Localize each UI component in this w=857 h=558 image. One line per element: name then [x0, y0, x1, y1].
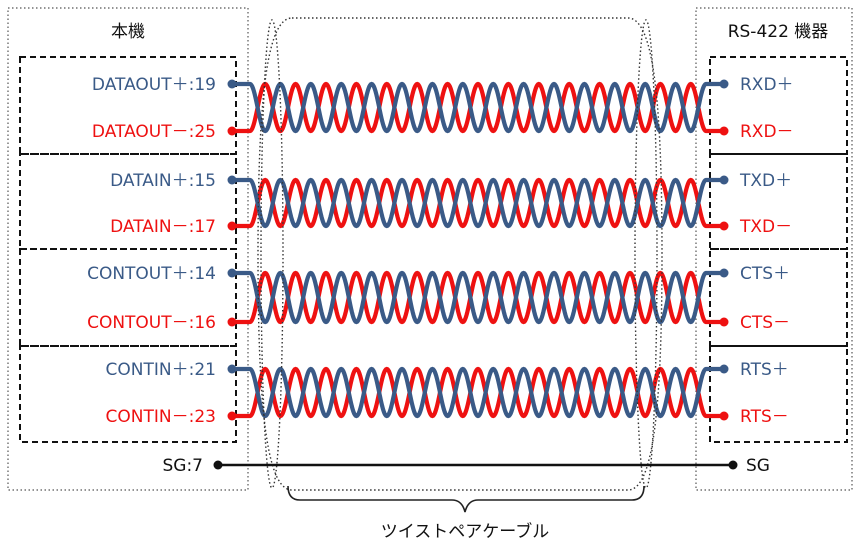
host-pair-box	[19, 345, 237, 443]
remote-positive-label: TXD＋	[739, 171, 792, 191]
ground-host-label: SG:7	[162, 456, 203, 476]
remote-negative-label: RTS－	[740, 407, 789, 427]
host-device-title: 本機	[111, 22, 145, 42]
remote-positive-terminal	[719, 175, 729, 185]
positive-wire	[232, 270, 724, 325]
positive-wire	[232, 81, 724, 134]
host-negative-terminal	[227, 411, 237, 421]
remote-pair-box	[709, 153, 848, 250]
host-negative-terminal	[227, 317, 237, 327]
ground-remote-terminal	[728, 460, 738, 470]
host-positive-label: CONTOUT＋:14	[87, 264, 216, 284]
positive-wire	[232, 177, 724, 229]
remote-negative-label: TXD－	[739, 217, 792, 237]
remote-negative-label: CTS－	[740, 313, 790, 333]
remote-negative-label: RXD－	[740, 122, 794, 142]
remote-device-title: RS-422 機器	[728, 22, 829, 42]
host-positive-terminal	[227, 175, 237, 185]
remote-positive-terminal	[719, 79, 729, 89]
host-positive-terminal	[227, 364, 237, 374]
negative-wire	[232, 81, 724, 134]
remote-positive-terminal	[719, 364, 729, 374]
host-negative-label: CONTIN－:23	[106, 407, 216, 427]
cable-brace	[287, 485, 645, 513]
remote-device-box	[695, 7, 853, 491]
remote-positive-label: RTS＋	[740, 360, 789, 380]
host-pair-box	[19, 56, 237, 155]
host-positive-label: DATAIN＋:15	[110, 171, 216, 191]
negative-wire	[232, 177, 724, 229]
signal-pair: DATAIN＋:15 DATAIN－:17 TXD＋ TXD－	[19, 153, 848, 250]
host-pair-box	[19, 248, 237, 347]
host-positive-terminal	[227, 79, 237, 89]
remote-positive-label: RXD＋	[740, 75, 794, 95]
host-negative-label: CONTOUT－:16	[87, 313, 216, 333]
remote-negative-terminal	[719, 126, 729, 136]
ground-line: SG:7 SG	[162, 456, 769, 476]
host-negative-terminal	[227, 221, 237, 231]
host-negative-label: DATAIN－:17	[110, 217, 216, 237]
signal-pair: CONTOUT＋:14 CONTOUT－:16 CTS＋ CTS－	[19, 248, 848, 347]
host-device-box	[7, 7, 249, 491]
remote-pair-box	[709, 345, 848, 443]
remote-positive-label: CTS＋	[740, 264, 790, 284]
ground-remote-label: SG	[746, 456, 770, 476]
remote-negative-terminal	[719, 317, 729, 327]
remote-negative-terminal	[719, 221, 729, 231]
host-positive-label: CONTIN＋:21	[106, 360, 216, 380]
negative-wire	[232, 270, 724, 325]
signal-pair: CONTIN＋:21 CONTIN－:23 RTS＋ RTS－	[19, 345, 848, 443]
negative-wire	[232, 366, 724, 419]
host-positive-terminal	[227, 268, 237, 278]
positive-wire	[232, 366, 724, 419]
host-pair-box	[19, 153, 237, 250]
cable-shield-left-end	[260, 19, 284, 489]
pairs-layer: DATAOUT＋:19 DATAOUT－:25 RXD＋ RXD－ DATAIN＋:15…	[19, 56, 848, 443]
remote-pair-box	[709, 56, 848, 155]
host-positive-label: DATAOUT＋:19	[92, 75, 216, 95]
host-negative-label: DATAOUT－:25	[92, 122, 216, 142]
remote-positive-terminal	[719, 268, 729, 278]
ground-host-terminal	[213, 460, 223, 470]
cable-label: ツイストペアケーブル	[381, 521, 549, 542]
signal-pair: DATAOUT＋:19 DATAOUT－:25 RXD＋ RXD－	[19, 56, 848, 155]
remote-pair-box	[709, 248, 848, 347]
remote-negative-terminal	[719, 411, 729, 421]
host-negative-terminal	[227, 126, 237, 136]
cable-shield-right-end	[634, 19, 658, 489]
